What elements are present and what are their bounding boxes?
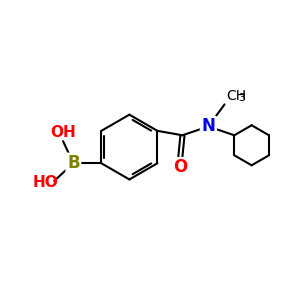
Text: O: O — [173, 158, 187, 176]
Text: OH: OH — [50, 125, 76, 140]
Text: N: N — [201, 117, 215, 135]
Text: B: B — [67, 154, 80, 172]
Text: 3: 3 — [238, 94, 245, 103]
Text: CH: CH — [226, 89, 246, 103]
Text: HO: HO — [33, 175, 59, 190]
